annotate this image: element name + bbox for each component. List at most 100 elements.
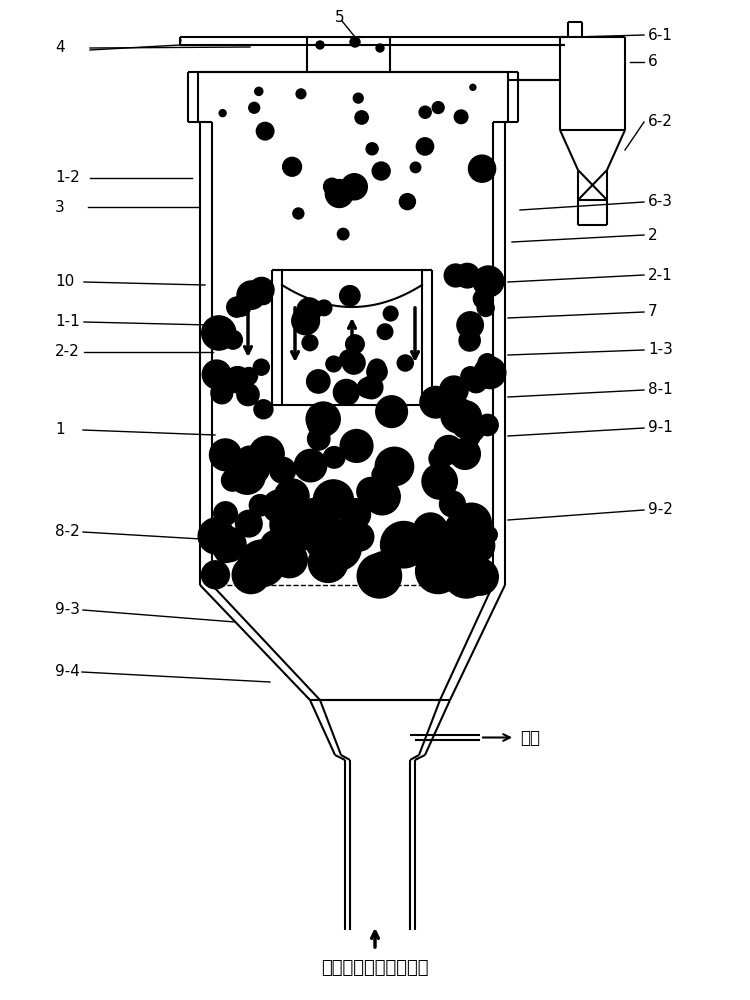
Circle shape: [343, 351, 365, 374]
Text: 6-2: 6-2: [648, 114, 673, 129]
Circle shape: [481, 526, 497, 543]
Circle shape: [255, 87, 262, 95]
Circle shape: [474, 357, 506, 389]
Circle shape: [294, 449, 327, 482]
Circle shape: [302, 498, 327, 523]
Circle shape: [292, 307, 320, 335]
Circle shape: [346, 335, 364, 353]
Circle shape: [219, 110, 226, 117]
Circle shape: [323, 447, 345, 468]
Text: 1-1: 1-1: [55, 314, 80, 330]
Circle shape: [256, 122, 274, 140]
Text: 8-2: 8-2: [55, 524, 80, 540]
Circle shape: [454, 110, 468, 124]
Circle shape: [410, 520, 444, 555]
Circle shape: [451, 401, 482, 432]
Circle shape: [232, 556, 270, 594]
Circle shape: [338, 228, 349, 240]
Circle shape: [307, 370, 330, 393]
Circle shape: [473, 266, 504, 297]
Text: 氯气: 氯气: [520, 728, 540, 746]
Circle shape: [419, 526, 458, 565]
Circle shape: [452, 503, 491, 543]
Circle shape: [350, 37, 360, 47]
Circle shape: [231, 296, 251, 316]
Circle shape: [357, 477, 385, 505]
Circle shape: [214, 541, 236, 563]
Circle shape: [420, 386, 452, 418]
Text: 9-1: 9-1: [648, 420, 673, 436]
Circle shape: [306, 402, 340, 436]
Circle shape: [432, 102, 444, 114]
Circle shape: [429, 447, 451, 470]
Circle shape: [436, 549, 475, 587]
Circle shape: [237, 281, 266, 309]
Circle shape: [457, 312, 483, 338]
Circle shape: [283, 157, 302, 176]
Circle shape: [400, 194, 416, 210]
Circle shape: [226, 297, 247, 317]
Circle shape: [308, 410, 336, 438]
Circle shape: [357, 554, 401, 598]
Circle shape: [465, 371, 487, 393]
Circle shape: [428, 545, 471, 587]
Circle shape: [238, 540, 285, 587]
Circle shape: [302, 335, 318, 351]
Text: 7: 7: [648, 304, 658, 320]
Circle shape: [272, 542, 308, 578]
Circle shape: [444, 264, 467, 287]
Circle shape: [416, 549, 460, 594]
Circle shape: [308, 428, 330, 450]
Circle shape: [383, 306, 398, 321]
Circle shape: [316, 524, 362, 570]
Text: 4: 4: [55, 40, 64, 55]
Circle shape: [326, 356, 341, 372]
Circle shape: [198, 518, 235, 554]
Circle shape: [296, 89, 306, 99]
Circle shape: [460, 529, 495, 563]
Circle shape: [340, 430, 373, 462]
Circle shape: [262, 490, 296, 523]
Circle shape: [447, 537, 472, 563]
Circle shape: [316, 300, 332, 316]
Circle shape: [236, 510, 262, 537]
Circle shape: [376, 44, 384, 52]
Circle shape: [440, 376, 468, 404]
Circle shape: [368, 552, 400, 584]
Circle shape: [270, 501, 316, 548]
Circle shape: [353, 186, 364, 197]
Circle shape: [372, 162, 390, 180]
Text: 10: 10: [55, 274, 74, 290]
Circle shape: [229, 458, 266, 494]
Circle shape: [283, 512, 320, 550]
Circle shape: [417, 543, 458, 584]
Text: 3: 3: [55, 200, 64, 215]
Circle shape: [461, 428, 480, 446]
Circle shape: [459, 330, 480, 351]
Text: 9-3: 9-3: [55, 602, 80, 617]
Circle shape: [346, 523, 374, 551]
Circle shape: [292, 208, 304, 219]
Circle shape: [368, 359, 386, 377]
Circle shape: [453, 416, 475, 438]
Circle shape: [460, 521, 491, 552]
Circle shape: [334, 379, 359, 405]
Circle shape: [375, 447, 413, 486]
Circle shape: [372, 465, 391, 484]
Circle shape: [224, 330, 242, 349]
Circle shape: [202, 360, 231, 389]
Circle shape: [289, 497, 312, 520]
Text: 5: 5: [335, 10, 344, 25]
Text: 9-2: 9-2: [648, 502, 673, 518]
Circle shape: [224, 367, 251, 393]
Circle shape: [416, 138, 434, 155]
Circle shape: [260, 530, 291, 560]
Circle shape: [473, 289, 493, 308]
Circle shape: [442, 566, 462, 585]
Circle shape: [469, 155, 496, 182]
Circle shape: [211, 527, 246, 562]
Circle shape: [249, 277, 274, 302]
Circle shape: [236, 446, 264, 474]
Circle shape: [252, 542, 280, 569]
Circle shape: [202, 561, 229, 589]
